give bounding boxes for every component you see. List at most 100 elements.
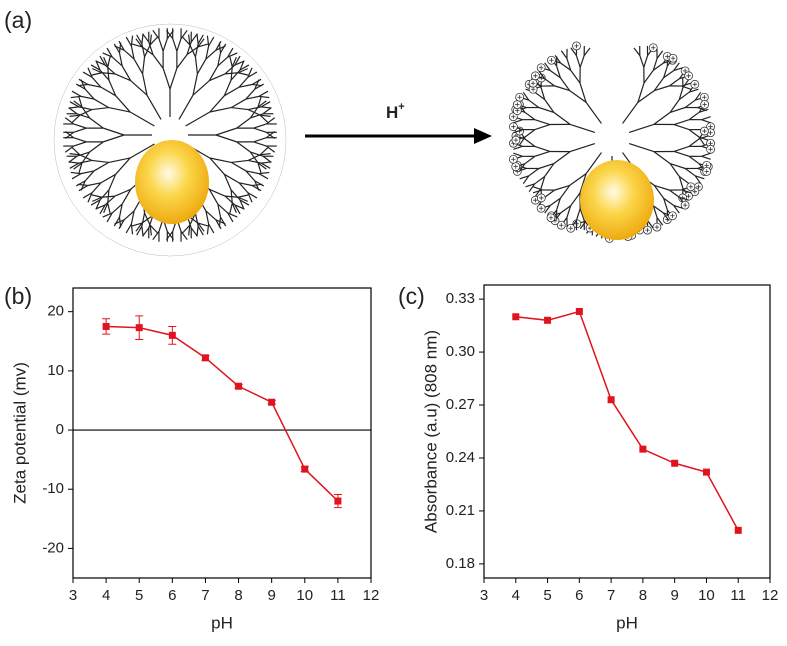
branch bbox=[689, 130, 699, 137]
branch bbox=[248, 107, 261, 110]
branch bbox=[263, 108, 271, 114]
branch bbox=[191, 228, 197, 236]
branch bbox=[72, 91, 81, 96]
branch bbox=[248, 160, 261, 163]
y-tick-label: -10 bbox=[42, 480, 64, 497]
branch bbox=[231, 160, 248, 162]
branch bbox=[94, 99, 109, 108]
dendrimer-diagram bbox=[54, 24, 715, 256]
branch bbox=[126, 37, 131, 46]
branch bbox=[72, 174, 81, 179]
branch bbox=[689, 156, 699, 163]
x-tick-label: 9 bbox=[267, 587, 275, 604]
branch bbox=[576, 56, 580, 68]
y-tick-label: 0.18 bbox=[446, 555, 475, 572]
branch bbox=[254, 128, 267, 132]
branch bbox=[177, 39, 181, 52]
x-tick-label: 5 bbox=[543, 587, 551, 604]
branch bbox=[92, 73, 102, 75]
branch bbox=[230, 203, 232, 213]
branch bbox=[142, 213, 145, 226]
branch bbox=[576, 209, 580, 221]
branch bbox=[554, 152, 570, 164]
y-tick-label: 0.30 bbox=[446, 343, 475, 360]
data-point bbox=[671, 460, 678, 467]
y-axis-label: Absorbance (a.u) (808 nm) bbox=[421, 330, 440, 533]
y-tick-label: 20 bbox=[47, 303, 64, 320]
x-tick-label: 4 bbox=[102, 587, 110, 604]
branch bbox=[654, 112, 670, 124]
branch bbox=[181, 231, 187, 239]
branch bbox=[79, 160, 92, 163]
data-line bbox=[516, 311, 738, 530]
branch bbox=[130, 112, 154, 126]
branch bbox=[702, 153, 711, 156]
x-tick-label: 10 bbox=[296, 587, 313, 604]
branch bbox=[545, 79, 555, 86]
data-point bbox=[608, 396, 615, 403]
branch bbox=[153, 30, 159, 38]
branch bbox=[145, 45, 151, 57]
branch bbox=[644, 70, 653, 83]
branch bbox=[674, 125, 689, 130]
x-tick-label: 10 bbox=[698, 587, 715, 604]
branch bbox=[231, 99, 246, 108]
branch bbox=[685, 169, 695, 176]
branch bbox=[177, 55, 187, 69]
y-tick-label: 0.21 bbox=[446, 502, 475, 519]
branch bbox=[153, 231, 159, 239]
branch bbox=[65, 146, 73, 152]
branch bbox=[142, 44, 145, 57]
gold-core bbox=[580, 160, 654, 240]
x-tick-label: 8 bbox=[234, 587, 242, 604]
data-line bbox=[106, 326, 338, 501]
branch bbox=[674, 120, 689, 125]
branch bbox=[561, 51, 567, 59]
branch bbox=[261, 162, 271, 163]
data-point bbox=[202, 354, 209, 361]
branch bbox=[216, 135, 237, 142]
branch bbox=[571, 193, 580, 206]
branch bbox=[252, 184, 262, 185]
branch bbox=[195, 57, 197, 74]
branch bbox=[195, 213, 198, 226]
branch bbox=[669, 79, 679, 86]
branch bbox=[525, 130, 535, 137]
branch bbox=[142, 226, 143, 236]
branch bbox=[74, 124, 87, 128]
branch bbox=[629, 144, 654, 152]
branch bbox=[629, 124, 654, 132]
branch bbox=[92, 160, 109, 162]
branch bbox=[65, 118, 73, 124]
branch bbox=[640, 56, 644, 68]
branch bbox=[584, 48, 590, 56]
data-point bbox=[235, 383, 242, 390]
gold-core bbox=[135, 140, 209, 224]
x-axis-label: pH bbox=[616, 613, 638, 632]
branch bbox=[685, 100, 695, 107]
branch bbox=[231, 162, 246, 171]
branch bbox=[230, 57, 232, 67]
branch bbox=[657, 51, 663, 59]
data-point bbox=[268, 399, 275, 406]
branch bbox=[195, 44, 198, 57]
y-axis-label: Zeta potential (mv) bbox=[10, 362, 29, 504]
branch bbox=[554, 112, 570, 124]
branch bbox=[702, 156, 711, 159]
branch bbox=[163, 68, 170, 89]
x-tick-label: 5 bbox=[135, 587, 143, 604]
y-tick-label: 0.27 bbox=[446, 396, 475, 413]
x-tick-label: 3 bbox=[69, 587, 77, 604]
branch bbox=[126, 224, 131, 233]
branch bbox=[623, 102, 638, 123]
branch bbox=[669, 190, 679, 197]
branch bbox=[702, 117, 711, 120]
branch bbox=[259, 174, 268, 179]
branch bbox=[689, 139, 699, 146]
branch bbox=[90, 142, 104, 152]
branch bbox=[209, 224, 214, 233]
branch bbox=[654, 152, 670, 164]
branch bbox=[80, 110, 92, 116]
branch bbox=[237, 142, 251, 152]
branch bbox=[674, 151, 689, 156]
